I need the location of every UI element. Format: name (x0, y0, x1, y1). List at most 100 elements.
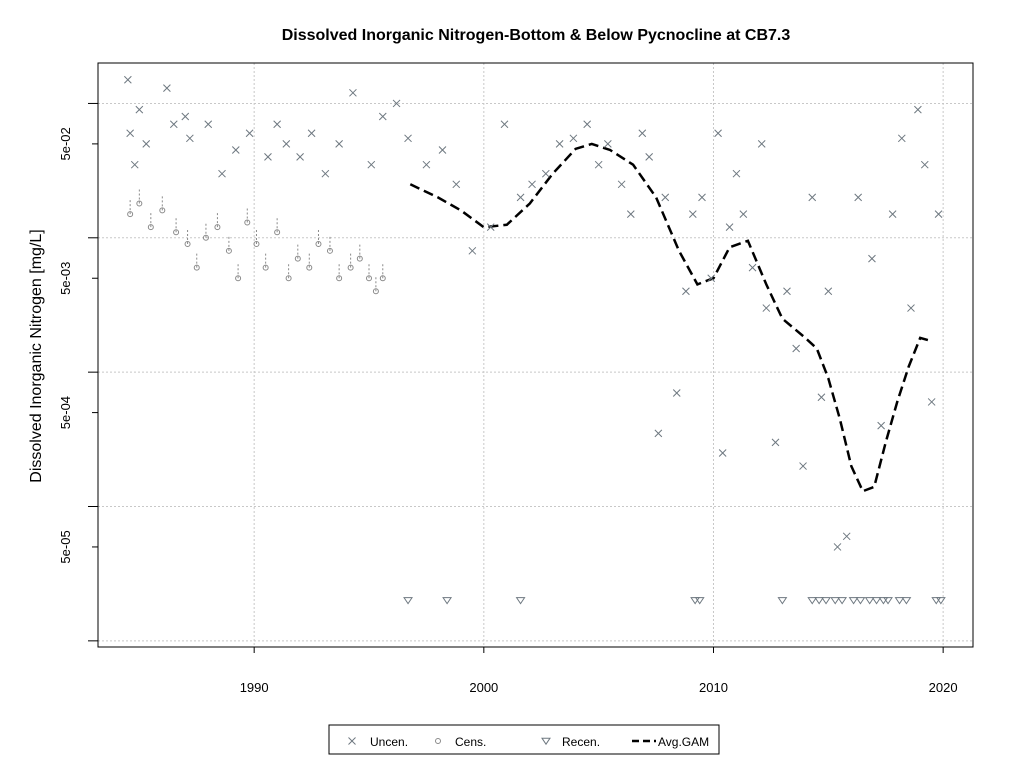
uncensored-point (468, 246, 477, 255)
recensored-point (515, 597, 526, 605)
x-axis: 1990 2000 2010 2020 (240, 647, 958, 695)
censored-point (253, 240, 260, 247)
uncensored-point (392, 99, 401, 108)
uncensored-point (273, 120, 281, 129)
uncensored-point (130, 160, 139, 169)
uncensored-point (914, 105, 922, 114)
recensored-point (777, 597, 788, 605)
y-axis: 5e-05 5e-04 5e-03 5e-02 (58, 102, 98, 642)
uncensored-point (682, 287, 690, 296)
censored-point (315, 240, 322, 247)
recensored-point (830, 597, 841, 605)
x-tick-label: 2000 (469, 680, 498, 695)
y-tick-label: 5e-04 (58, 396, 73, 429)
recensored-point (848, 597, 859, 605)
uncensored-point (645, 153, 654, 161)
recensored-point (935, 597, 946, 605)
censored-point (306, 264, 313, 271)
uncensored-point (569, 134, 578, 143)
uncensored-point (725, 223, 734, 232)
uncensored-point (231, 146, 240, 154)
uncensored-point (877, 421, 885, 430)
recensored-point (855, 597, 866, 605)
uncensored-point (792, 344, 801, 353)
uncensored-point (868, 254, 876, 263)
recensored-point (814, 597, 825, 605)
uncensored-point (688, 210, 697, 218)
gam-layer (409, 142, 933, 493)
uncensored-point (541, 169, 550, 178)
censored-point (372, 288, 379, 295)
chart-title: Dissolved Inorganic Nitrogen-Bottom & Be… (282, 27, 791, 44)
uncensored-point (594, 160, 603, 169)
censored-point (127, 211, 134, 218)
censored-point (356, 255, 363, 262)
uncensored-point (920, 160, 929, 169)
uncensored-point (771, 438, 780, 447)
y-tick-label: 5e-02 (58, 127, 73, 160)
censored-point (244, 219, 251, 226)
recensored-point (821, 597, 831, 605)
legend-uncen-symbol (348, 737, 356, 745)
gam-line (409, 142, 933, 493)
recensored-point (807, 597, 818, 605)
uncensored-point (181, 112, 190, 121)
censored-point (294, 255, 301, 262)
uncensored-point (714, 129, 722, 138)
uncensored-point (321, 169, 330, 178)
points-layer (124, 75, 946, 605)
uncensored-point (927, 398, 936, 406)
censored-point (184, 240, 191, 247)
uncensored-point (452, 180, 461, 189)
censored-point (193, 264, 200, 271)
uncensored-point (555, 140, 564, 148)
uncensored-point (672, 389, 681, 397)
y-axis-label: Dissolved Inorganic Nitrogen [mg/L] (28, 229, 45, 482)
uncensored-point (762, 304, 771, 312)
legend-label: Recen. (562, 735, 600, 749)
uncensored-point (833, 543, 842, 551)
uncensored-point (907, 304, 915, 312)
recensored-point (837, 597, 848, 605)
uncensored-point (163, 84, 171, 92)
uncensored-point (438, 146, 447, 154)
y-tick-label: 5e-03 (58, 262, 73, 295)
censored-point (225, 247, 232, 254)
uncensored-point (934, 210, 943, 218)
censored-point (136, 200, 143, 207)
x-tick-label: 1990 (240, 680, 269, 695)
censored-point (336, 275, 343, 282)
uncensored-point (528, 180, 536, 189)
uncensored-point (335, 140, 343, 148)
uncensored-point (282, 140, 291, 148)
uncensored-point (799, 462, 807, 470)
legend-recen-symbol (541, 737, 551, 746)
uncensored-point (516, 193, 525, 202)
uncensored-point (808, 193, 817, 202)
recensored-point (901, 597, 912, 605)
uncensored-point (638, 129, 647, 138)
uncensored-point (583, 120, 592, 129)
censored-point (202, 234, 209, 241)
uncensored-point (500, 120, 509, 129)
uncensored-point (349, 88, 357, 97)
uncensored-point (378, 112, 387, 121)
x-tick-label: 2010 (699, 680, 728, 695)
censored-point (147, 224, 154, 231)
uncensored-point (186, 134, 194, 143)
uncensored-point (842, 532, 851, 541)
uncensored-point (367, 160, 376, 169)
recensored-point (864, 597, 875, 605)
uncensored-point (142, 140, 151, 148)
recensored-point (894, 597, 905, 605)
censored-point (365, 275, 372, 282)
legend-cens-symbol (435, 738, 441, 744)
censored-point (347, 264, 354, 271)
uncensored-point (124, 75, 132, 84)
y-tick-label: 5e-05 (58, 530, 73, 563)
recensored-point (871, 597, 882, 605)
legend-box (328, 724, 720, 755)
uncensored-point (748, 263, 757, 272)
censored-point (159, 207, 166, 214)
